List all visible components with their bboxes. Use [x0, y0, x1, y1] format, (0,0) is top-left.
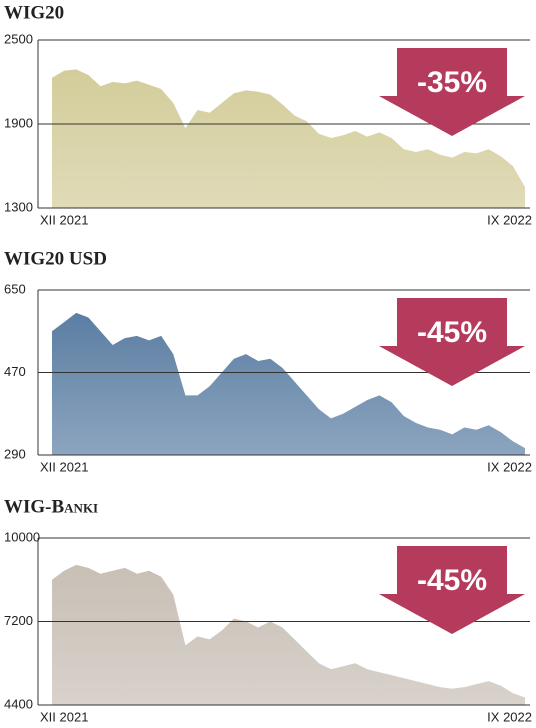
y-tick-label: 470 [4, 364, 26, 379]
y-tick-label: 1900 [4, 115, 33, 130]
x-tick-label: XII 2021 [40, 212, 88, 227]
annotation: -45% [417, 564, 487, 597]
arrow [379, 298, 525, 386]
chart-title: WIG20 USD [4, 248, 107, 269]
x-tick-label: IX 2022 [487, 709, 532, 724]
area [52, 69, 525, 209]
x-tick-label: XII 2021 [40, 709, 88, 724]
chart-title: WIG-Banki [4, 496, 98, 517]
area [52, 312, 525, 455]
y-tick-label: 1300 [4, 199, 33, 214]
y-tick-label: 2500 [4, 31, 33, 46]
annotation: -45% [417, 316, 487, 349]
y-tick-label: 7200 [4, 613, 33, 628]
y-tick-label: 650 [4, 281, 26, 296]
arrow [379, 546, 525, 634]
x-tick-label: IX 2022 [487, 212, 532, 227]
annotation: -35% [417, 66, 487, 99]
x-tick-label: IX 2022 [487, 459, 532, 474]
x-tick-label: XII 2021 [40, 459, 88, 474]
y-tick-label: 290 [4, 446, 26, 461]
arrow [379, 48, 525, 136]
area [52, 564, 525, 705]
chart-title: WIG20 [4, 2, 64, 23]
y-tick-label: 10000 [4, 529, 40, 544]
y-tick-label: 4400 [4, 696, 33, 711]
